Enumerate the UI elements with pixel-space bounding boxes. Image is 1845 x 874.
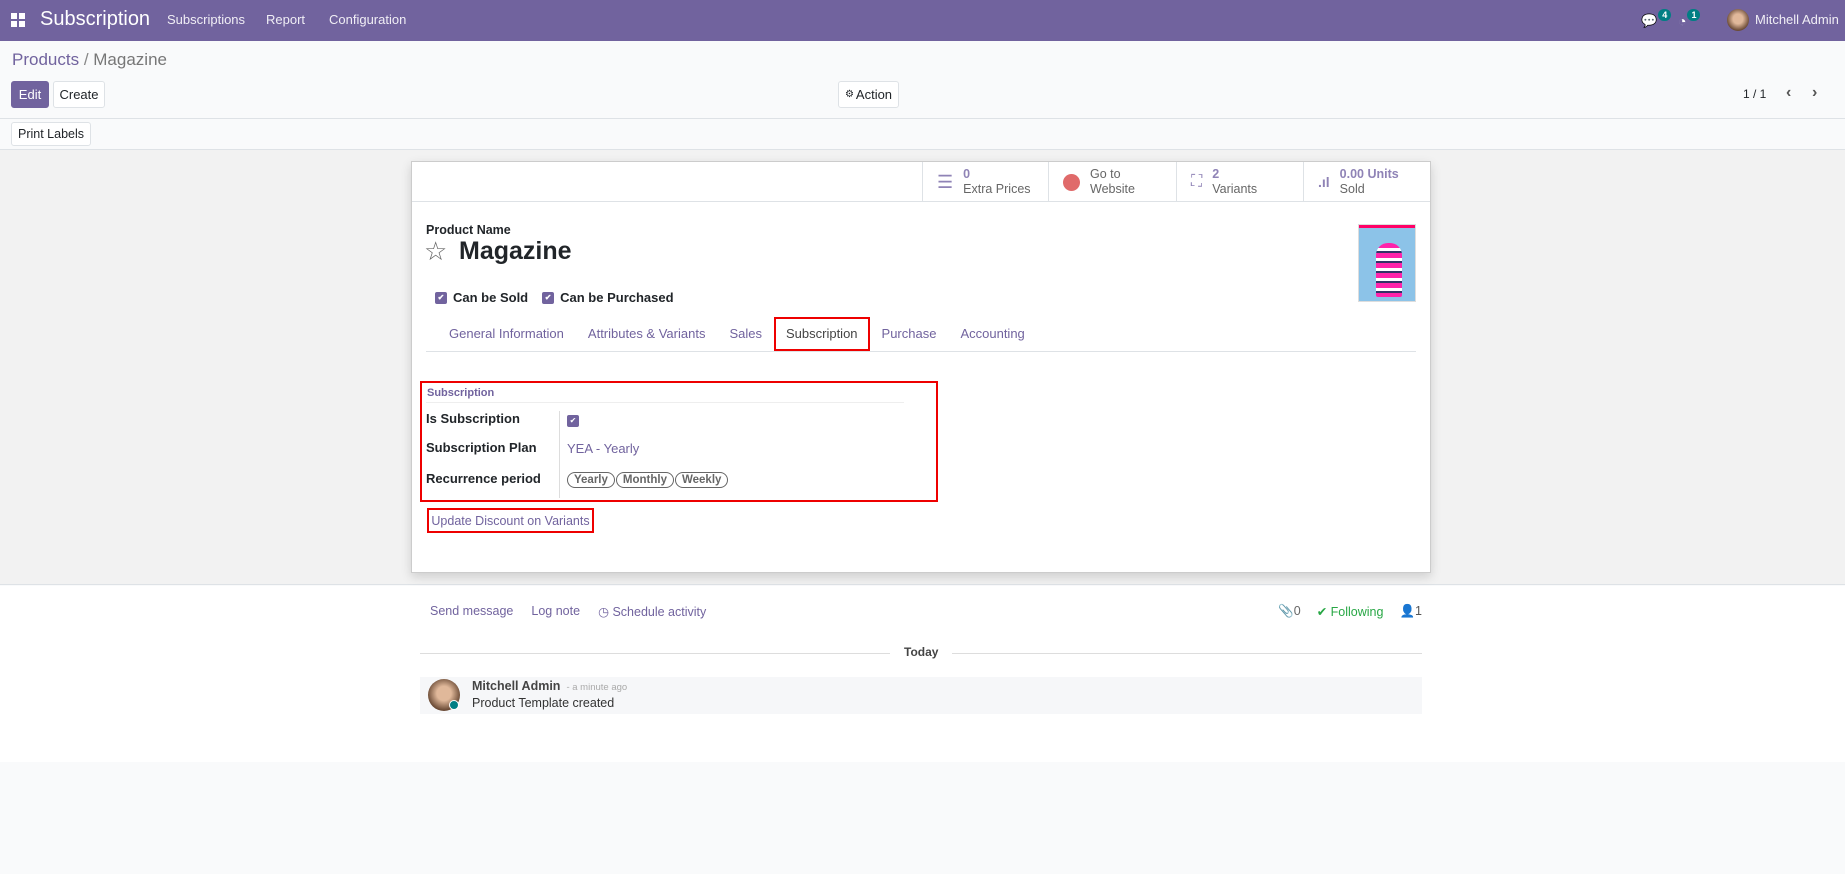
message-header: Mitchell Admin - a minute ago bbox=[472, 679, 627, 693]
favorite-star-icon[interactable]: ☆ bbox=[424, 236, 448, 266]
user-avatar[interactable] bbox=[1727, 9, 1749, 31]
go-to-website-button[interactable]: Go to Website bbox=[1048, 162, 1176, 202]
tag-yearly: Yearly bbox=[567, 472, 615, 488]
clock-icon: ◷ bbox=[598, 605, 613, 619]
field-separator bbox=[559, 411, 560, 498]
attachments-button[interactable]: 📎0 bbox=[1278, 604, 1301, 618]
extra-prices-button[interactable]: ☰ 0 Extra Prices bbox=[922, 162, 1048, 202]
messages-menu[interactable]: 💬 4 bbox=[1641, 0, 1672, 41]
can-be-sold-label: Can be Sold bbox=[453, 290, 529, 305]
app-title[interactable]: Subscription bbox=[40, 8, 151, 30]
apps-menu-icon[interactable] bbox=[11, 13, 25, 27]
action-label: Action bbox=[855, 87, 893, 102]
is-subscription-checkbox[interactable]: ✔ bbox=[567, 415, 579, 427]
recurrence-tags: Yearly Monthly Weekly bbox=[567, 471, 729, 488]
following-button[interactable]: ✔ Following bbox=[1316, 605, 1384, 619]
can-be-purchased-label: Can be Purchased bbox=[560, 290, 674, 305]
edit-button[interactable]: Edit bbox=[11, 81, 49, 108]
tab-attributes-variants[interactable]: Attributes & Variants bbox=[587, 326, 706, 341]
product-image[interactable] bbox=[1358, 224, 1416, 302]
units-sold-button[interactable]: .ıl 0.00 Units Sold bbox=[1303, 162, 1431, 202]
breadcrumb-current: Magazine bbox=[93, 50, 167, 69]
can-be-sold-checkbox[interactable]: ✔ Can be Sold bbox=[435, 290, 528, 305]
send-message-button[interactable]: Send message bbox=[430, 604, 514, 618]
top-navbar: Subscription Subscriptions Report Config… bbox=[0, 0, 1845, 41]
print-labels-button[interactable]: Print Labels bbox=[11, 122, 91, 146]
tag-monthly: Monthly bbox=[615, 472, 674, 488]
log-note-button[interactable]: Log note bbox=[531, 604, 581, 618]
paperclip-icon: 📎 bbox=[1278, 604, 1294, 618]
schedule-activity-button[interactable]: ◷ Schedule activity bbox=[598, 605, 707, 619]
action-button[interactable]: ⚙ Action bbox=[838, 81, 899, 108]
notebook-tabs: General Information Attributes & Variant… bbox=[437, 317, 1037, 351]
pager-next-icon[interactable]: › bbox=[1812, 84, 1818, 101]
signal-icon: .ıl bbox=[1318, 174, 1330, 190]
breadcrumb: Products / Magazine bbox=[12, 50, 167, 69]
activities-icon: ◔ bbox=[1678, 12, 1687, 29]
user-menu[interactable]: Mitchell Admin bbox=[1755, 12, 1839, 27]
subscription-group-header: Subscription bbox=[427, 387, 495, 399]
user-icon: 👤 bbox=[1399, 604, 1416, 618]
tab-general-information[interactable]: General Information bbox=[449, 326, 564, 341]
variants-button[interactable]: ⛶ 2 Variants bbox=[1176, 162, 1303, 202]
messages-icon: 💬 bbox=[1641, 12, 1658, 28]
message-time: - a minute ago bbox=[566, 682, 628, 693]
divider bbox=[0, 118, 1845, 119]
tag-weekly: Weekly bbox=[674, 472, 729, 488]
messages-badge: 4 bbox=[1658, 9, 1672, 21]
chatter-actions: Send message Log note ◷ Schedule activit… bbox=[430, 604, 706, 619]
sitemap-icon: ⛶ bbox=[1191, 173, 1203, 190]
breadcrumb-products[interactable]: Products bbox=[12, 50, 80, 69]
product-options: ✔ Can be Sold ✔ Can be Purchased bbox=[435, 290, 674, 305]
online-status-icon bbox=[449, 700, 459, 710]
message: Mitchell Admin - a minute ago Product Te… bbox=[420, 677, 1422, 714]
product-name-label: Product Name bbox=[426, 223, 511, 237]
update-discount-label: Update Discount on Variants bbox=[431, 513, 590, 528]
activities-menu[interactable]: ◔ 1 bbox=[1678, 0, 1701, 41]
pager-value[interactable]: 1 / 1 bbox=[1743, 87, 1767, 101]
create-button[interactable]: Create bbox=[53, 81, 105, 108]
menu-configuration[interactable]: Configuration bbox=[329, 12, 407, 27]
can-be-purchased-checkbox[interactable]: ✔ Can be Purchased bbox=[542, 290, 674, 305]
tab-subscription[interactable]: Subscription bbox=[773, 317, 870, 351]
subscription-plan-label: Subscription Plan bbox=[426, 440, 537, 455]
check-icon: ✔ bbox=[1316, 605, 1331, 619]
followers-button[interactable]: 👤1 bbox=[1399, 604, 1422, 618]
subscription-plan-link[interactable]: YEA - Yearly bbox=[567, 441, 640, 456]
menu-subscriptions[interactable]: Subscriptions bbox=[167, 12, 246, 27]
update-discount-button[interactable]: Update Discount on Variants bbox=[427, 508, 594, 533]
gear-icon: ⚙ bbox=[844, 89, 854, 100]
group-divider bbox=[426, 402, 904, 403]
globe-icon bbox=[1063, 173, 1080, 191]
message-author[interactable]: Mitchell Admin bbox=[472, 679, 561, 693]
date-separator: Today bbox=[890, 645, 953, 659]
tabs-underline bbox=[426, 351, 1416, 352]
activities-badge: 1 bbox=[1687, 9, 1701, 21]
tab-purchase[interactable]: Purchase bbox=[881, 326, 937, 341]
menu-report[interactable]: Report bbox=[266, 12, 306, 27]
form-sheet: ☰ 0 Extra Prices Go to Website ⛶ 2 Variants .… bbox=[411, 161, 1431, 573]
is-subscription-label: Is Subscription bbox=[426, 411, 520, 426]
chatter: Send message Log note ◷ Schedule activit… bbox=[0, 586, 1845, 762]
product-name: Magazine bbox=[459, 237, 572, 265]
tab-sales[interactable]: Sales bbox=[729, 326, 762, 341]
pager-previous-icon[interactable]: ‹ bbox=[1786, 84, 1792, 101]
message-body: Product Template created bbox=[472, 696, 615, 710]
subscription-section-highlight bbox=[420, 381, 938, 502]
list-icon: ☰ bbox=[937, 171, 954, 192]
chatter-topbar-right: 📎0 ✔ Following 👤1 bbox=[1278, 604, 1422, 619]
button-box: ☰ 0 Extra Prices Go to Website ⛶ 2 Variants .… bbox=[412, 162, 1430, 202]
recurrence-period-label: Recurrence period bbox=[426, 471, 541, 486]
tab-accounting[interactable]: Accounting bbox=[960, 326, 1025, 341]
